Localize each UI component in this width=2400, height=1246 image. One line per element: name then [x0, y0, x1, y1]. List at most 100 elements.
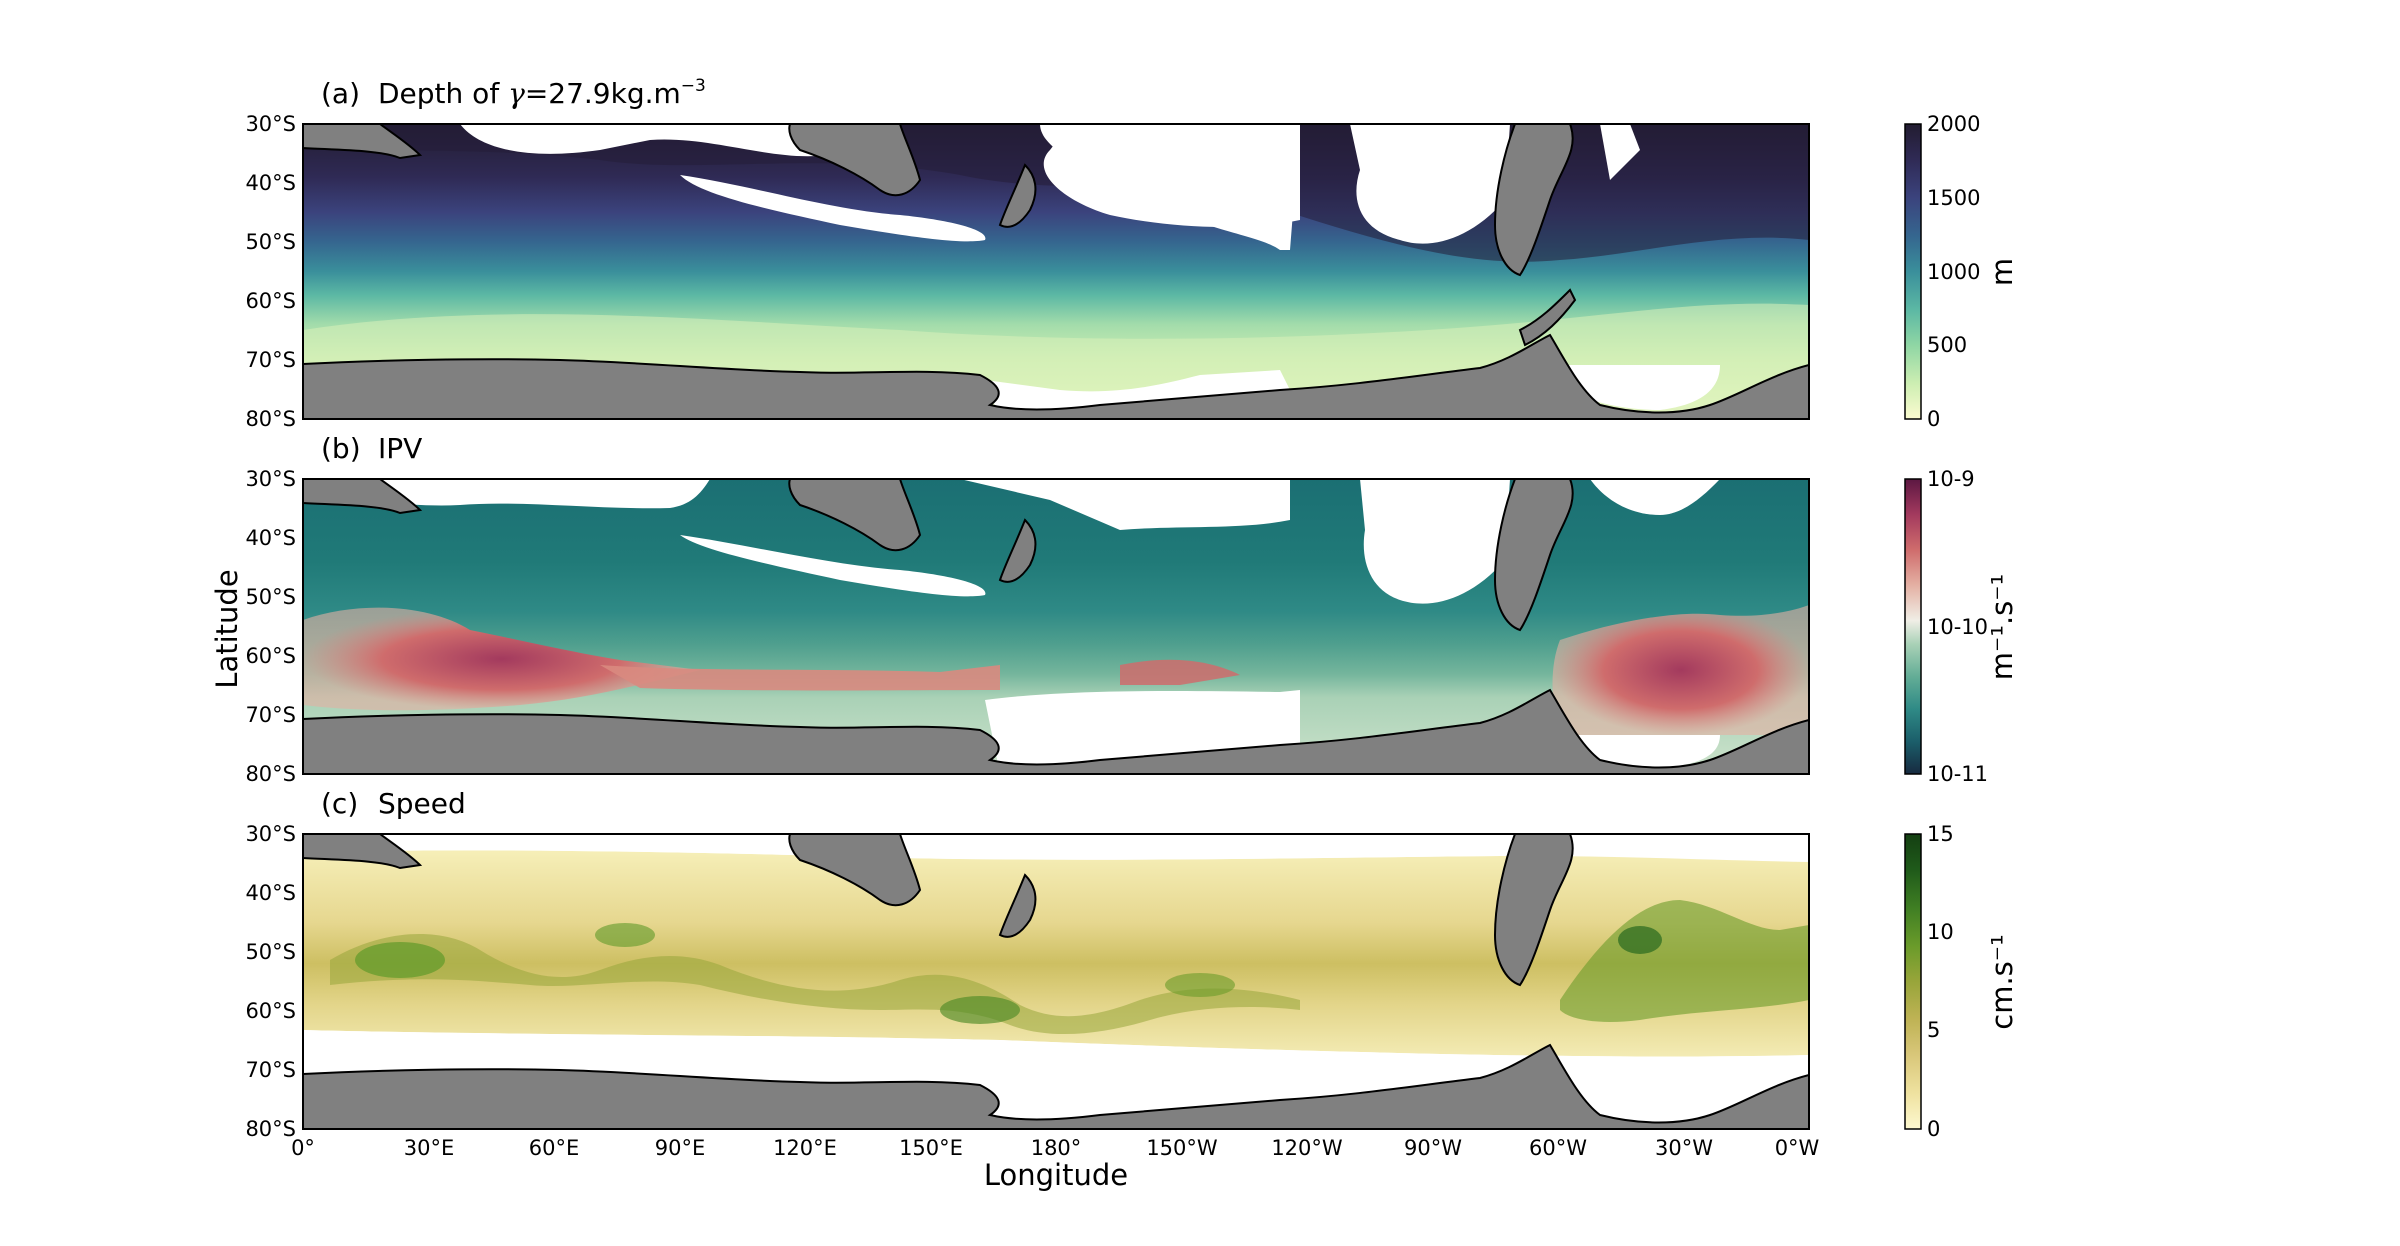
panel-b-colorbar-bar [1904, 478, 1922, 775]
panel-a-nodata-pacific [1043, 124, 1300, 227]
lon-tick: 60°W [1529, 1136, 1587, 1160]
panel-c-land-south-america [1493, 834, 1574, 987]
panel-a-colorbar-bar [1904, 123, 1922, 420]
panel-b-land-australia [788, 479, 922, 552]
panel-b-land-new-zealand [998, 518, 1037, 583]
panel-a-frame [302, 123, 1810, 420]
colorbar-tick: 1500 [1927, 186, 1980, 210]
panel-a-colorbar: 0 500 1000 1500 2000 m [1904, 112, 2019, 431]
lon-tick: 0°W [1775, 1136, 1820, 1160]
colorbar-tick: 10 [1927, 920, 1954, 944]
colorbar-tick: 15 [1927, 822, 1954, 846]
colorbar-tick: 10-9 [1927, 467, 1975, 491]
panel-b-high-ipv-ross [1120, 659, 1240, 685]
lon-tick: 120°E [773, 1136, 837, 1160]
colorbar-tick: 2000 [1927, 112, 1980, 136]
panel-a: (a) Depth of γ=27.9kg.m−3 30°S 40 [245, 76, 2019, 431]
panel-a-land-australia [788, 124, 922, 197]
lat-tick: 70°S [245, 1058, 296, 1082]
lon-tick: 90°W [1404, 1136, 1462, 1160]
lon-tick: 30°W [1655, 1136, 1713, 1160]
lat-tick: 40°S [245, 881, 296, 905]
colorbar-tick: 1000 [1927, 260, 1980, 284]
panel-b-high-ipv-east [1552, 605, 1809, 735]
lat-tick: 50°S [245, 940, 296, 964]
panel-a-nodata-weddell [1560, 365, 1720, 410]
lat-tick: 60°S [245, 644, 296, 668]
colorbar-tick: 10-10 [1927, 615, 1988, 639]
lon-tick: 30°E [404, 1136, 455, 1160]
panel-a-title-symbol: γ [508, 77, 525, 110]
panel-a-title-text: Depth of [378, 77, 508, 110]
panel-b: (b) IPV 30°S 40°S 50°S 60° [210, 432, 2019, 786]
panel-a-nodata-australia-south [680, 175, 986, 242]
lon-tick: 180° [1031, 1136, 1082, 1160]
lat-tick: 60°S [245, 999, 296, 1023]
panel-b-land-south-america [1493, 479, 1574, 632]
lat-tick: 30°S [245, 467, 296, 491]
panel-c-jet-campbell [940, 996, 1020, 1024]
panel-a-map [303, 124, 1809, 419]
panel-c-acc-core [330, 933, 1300, 1035]
lon-tick: 120°W [1271, 1136, 1343, 1160]
lat-tick: 80°S [245, 762, 296, 786]
panel-a-title-exp: −3 [681, 76, 706, 96]
colorbar-tick: 10-11 [1927, 762, 1988, 786]
panel-a-title: Depth of γ=27.9kg.m−3 [378, 76, 706, 110]
lon-ticks: 0° 30°E 60°E 90°E 120°E 150°E 180° 150°W… [291, 1136, 1819, 1160]
colorbar-tick: 500 [1927, 333, 1967, 357]
panel-b-colorbar: 10-11 10-10 10-9 m⁻¹.s⁻¹ [1904, 467, 2019, 786]
panel-b-land-antarctica [303, 688, 1809, 774]
panel-b-map [303, 479, 1809, 774]
panel-c-title: Speed [378, 787, 466, 820]
panel-b-high-ipv-west [303, 607, 700, 711]
lat-tick: 40°S [245, 526, 296, 550]
panel-c-lat-ticks: 30°S 40°S 50°S 60°S 70°S 80°S [245, 822, 296, 1141]
lat-tick: 60°S [245, 289, 296, 313]
panel-b-letter: (b) [321, 432, 361, 465]
lon-tick: 150°W [1146, 1136, 1218, 1160]
panel-c-jet-kerguelen [595, 923, 655, 947]
lat-tick: 40°S [245, 171, 296, 195]
lat-tick: 70°S [245, 348, 296, 372]
panel-a-title-rest: =27.9kg.m [525, 77, 681, 110]
panel-b-colorbar-label: m⁻¹.s⁻¹ [1985, 574, 2019, 680]
panel-a-land-peninsula [1518, 288, 1577, 347]
panel-c-frame [302, 833, 1810, 1130]
panel-c-jet-atlantic [1560, 900, 1809, 1022]
panel-c-jet-pacific [1165, 973, 1235, 997]
panel-c-land-new-zealand [998, 873, 1037, 938]
panel-c-colorbar-bar [1904, 833, 1922, 1130]
lat-tick: 80°S [245, 407, 296, 431]
panel-b-nodata-atlantic [1590, 479, 1720, 515]
panel-c-colorbar-label: cm.s⁻¹ [1985, 934, 2019, 1029]
lat-tick: 80°S [245, 1117, 296, 1141]
panel-c-land-africa [303, 834, 423, 870]
panel-a-land-antarctica [303, 333, 1809, 419]
lat-tick: 30°S [245, 112, 296, 136]
panel-a-nodata-pacific-east [1350, 124, 1510, 244]
panel-c-jet-west [355, 942, 445, 978]
panel-a-colorbar-label: m [1985, 258, 2019, 286]
lon-tick: 0° [291, 1136, 315, 1160]
panel-b-lat-ticks: 30°S 40°S 50°S 60°S 70°S 80°S [245, 467, 296, 786]
panel-b-nodata-pacific-east [1360, 479, 1510, 604]
panel-b-high-ipv-band [600, 665, 1000, 691]
lat-tick: 50°S [245, 585, 296, 609]
panel-b-title: IPV [378, 432, 422, 465]
panel-b-frame [302, 478, 1810, 775]
colorbar-tick: 0 [1927, 407, 1940, 431]
lon-tick: 150°E [899, 1136, 963, 1160]
y-axis-label: Latitude [210, 569, 244, 688]
panel-c: (c) Speed 30°S 40°S 50°S 60°S 70°S [245, 787, 2019, 1192]
panel-b-nodata-australia-south [680, 535, 986, 597]
panel-c-land-australia [788, 834, 922, 907]
lat-tick: 50°S [245, 230, 296, 254]
lat-tick: 30°S [245, 822, 296, 846]
panel-c-land-antarctica [303, 1043, 1809, 1129]
panel-c-letter: (c) [321, 787, 358, 820]
panel-c-speed-field [303, 850, 1809, 1057]
lon-tick: 90°E [655, 1136, 706, 1160]
panel-a-lat-ticks: 30°S 40°S 50°S 60°S 70°S 80°S [245, 112, 296, 431]
